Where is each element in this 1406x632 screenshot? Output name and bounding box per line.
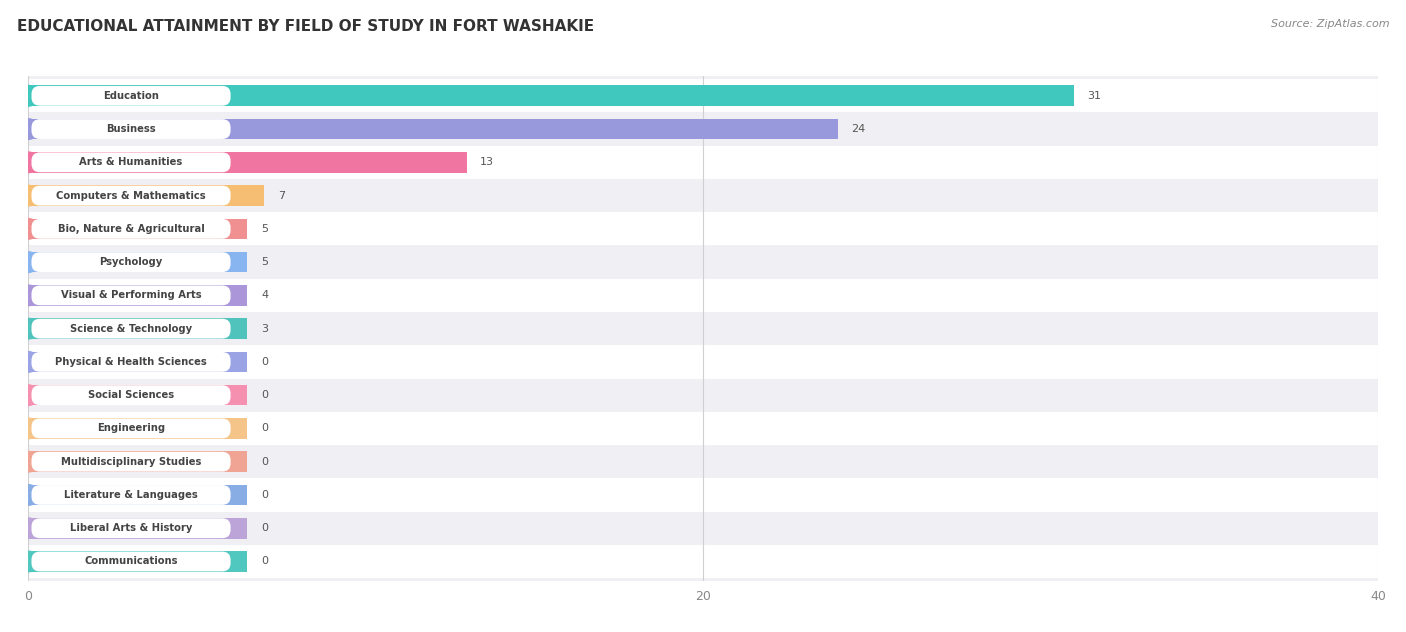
Circle shape: [18, 385, 38, 406]
Circle shape: [18, 185, 38, 206]
FancyBboxPatch shape: [0, 345, 1406, 379]
Bar: [28, 385, 247, 406]
Text: EDUCATIONAL ATTAINMENT BY FIELD OF STUDY IN FORT WASHAKIE: EDUCATIONAL ATTAINMENT BY FIELD OF STUDY…: [17, 19, 593, 34]
Text: 0: 0: [262, 557, 269, 566]
Circle shape: [18, 418, 38, 439]
Text: Arts & Humanities: Arts & Humanities: [79, 157, 183, 167]
Text: Education: Education: [103, 91, 159, 100]
Bar: [28, 418, 247, 439]
FancyBboxPatch shape: [31, 119, 231, 139]
FancyBboxPatch shape: [31, 518, 231, 538]
FancyBboxPatch shape: [0, 545, 1406, 578]
Circle shape: [18, 152, 38, 173]
FancyBboxPatch shape: [31, 452, 231, 471]
FancyBboxPatch shape: [31, 485, 231, 505]
Text: Literature & Languages: Literature & Languages: [65, 490, 198, 500]
FancyBboxPatch shape: [0, 245, 1406, 279]
Bar: [28, 252, 247, 272]
Text: Engineering: Engineering: [97, 423, 165, 434]
Text: Science & Technology: Science & Technology: [70, 324, 193, 334]
FancyBboxPatch shape: [31, 286, 231, 305]
Circle shape: [18, 451, 38, 472]
Text: 31: 31: [1088, 91, 1102, 100]
FancyBboxPatch shape: [0, 412, 1406, 445]
Text: 7: 7: [278, 191, 285, 200]
FancyBboxPatch shape: [31, 319, 231, 339]
FancyBboxPatch shape: [31, 86, 231, 106]
Bar: [28, 551, 247, 572]
Text: 0: 0: [262, 423, 269, 434]
FancyBboxPatch shape: [31, 386, 231, 405]
FancyBboxPatch shape: [0, 179, 1406, 212]
Text: 0: 0: [262, 523, 269, 533]
Text: Computers & Mathematics: Computers & Mathematics: [56, 191, 205, 200]
Text: 0: 0: [262, 390, 269, 400]
FancyBboxPatch shape: [0, 478, 1406, 511]
Bar: [28, 219, 247, 239]
Text: Bio, Nature & Agricultural: Bio, Nature & Agricultural: [58, 224, 204, 234]
Circle shape: [18, 219, 38, 239]
FancyBboxPatch shape: [31, 352, 231, 372]
FancyBboxPatch shape: [31, 418, 231, 439]
Text: Physical & Health Sciences: Physical & Health Sciences: [55, 357, 207, 367]
Text: 0: 0: [262, 457, 269, 466]
FancyBboxPatch shape: [0, 146, 1406, 179]
FancyBboxPatch shape: [31, 186, 231, 205]
Text: 3: 3: [262, 324, 269, 334]
Text: 24: 24: [852, 124, 866, 134]
Text: 13: 13: [481, 157, 495, 167]
Circle shape: [18, 119, 38, 140]
Text: Visual & Performing Arts: Visual & Performing Arts: [60, 290, 201, 300]
Circle shape: [18, 319, 38, 339]
FancyBboxPatch shape: [0, 279, 1406, 312]
Bar: [28, 152, 467, 173]
FancyBboxPatch shape: [0, 379, 1406, 412]
FancyBboxPatch shape: [31, 219, 231, 239]
Text: 4: 4: [262, 290, 269, 300]
Circle shape: [18, 485, 38, 505]
Bar: [28, 85, 1074, 106]
Text: Psychology: Psychology: [100, 257, 163, 267]
Text: Multidisciplinary Studies: Multidisciplinary Studies: [60, 457, 201, 466]
Bar: [28, 285, 247, 306]
Circle shape: [18, 551, 38, 572]
Text: 5: 5: [262, 224, 269, 234]
FancyBboxPatch shape: [0, 511, 1406, 545]
Bar: [28, 185, 264, 206]
Text: 0: 0: [262, 490, 269, 500]
Bar: [28, 518, 247, 538]
FancyBboxPatch shape: [0, 212, 1406, 245]
FancyBboxPatch shape: [31, 252, 231, 272]
FancyBboxPatch shape: [31, 152, 231, 173]
Bar: [28, 351, 247, 372]
Text: Liberal Arts & History: Liberal Arts & History: [70, 523, 193, 533]
Circle shape: [18, 351, 38, 372]
FancyBboxPatch shape: [0, 445, 1406, 478]
Bar: [28, 119, 838, 140]
Text: Business: Business: [107, 124, 156, 134]
Circle shape: [18, 518, 38, 538]
Circle shape: [18, 285, 38, 306]
Text: 5: 5: [262, 257, 269, 267]
Bar: [28, 319, 247, 339]
Text: Source: ZipAtlas.com: Source: ZipAtlas.com: [1271, 19, 1389, 29]
FancyBboxPatch shape: [0, 112, 1406, 146]
Text: Social Sciences: Social Sciences: [89, 390, 174, 400]
Text: Communications: Communications: [84, 557, 177, 566]
Bar: [28, 451, 247, 472]
Circle shape: [18, 252, 38, 272]
FancyBboxPatch shape: [31, 552, 231, 571]
Text: 0: 0: [262, 357, 269, 367]
Circle shape: [18, 85, 38, 106]
FancyBboxPatch shape: [0, 79, 1406, 112]
Bar: [28, 485, 247, 505]
FancyBboxPatch shape: [0, 312, 1406, 345]
